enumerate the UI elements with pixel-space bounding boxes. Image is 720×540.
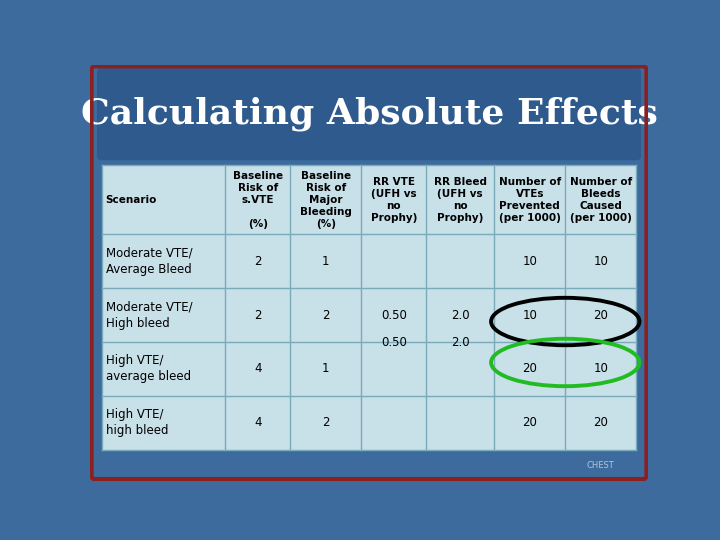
- Text: 10: 10: [593, 255, 608, 268]
- Text: Number of
Bleeds
Caused
(per 1000): Number of Bleeds Caused (per 1000): [570, 177, 632, 222]
- Bar: [102, 165, 636, 450]
- Text: 10: 10: [522, 308, 537, 321]
- Text: RR Bleed
(UFH vs
no
Prophy): RR Bleed (UFH vs no Prophy): [433, 177, 487, 222]
- Text: 20: 20: [593, 308, 608, 321]
- Text: Baseline
Risk of
Major
Bleeding
(%): Baseline Risk of Major Bleeding (%): [300, 171, 351, 228]
- Text: 4: 4: [254, 416, 261, 429]
- Text: RR VTE
(UFH vs
no
Prophy): RR VTE (UFH vs no Prophy): [371, 177, 417, 222]
- Text: High VTE/
high bleed: High VTE/ high bleed: [106, 408, 168, 437]
- Text: 2: 2: [322, 416, 330, 429]
- Text: High VTE/
average bleed: High VTE/ average bleed: [106, 354, 191, 383]
- Text: 1: 1: [322, 362, 330, 375]
- Text: 20: 20: [522, 362, 537, 375]
- Text: Baseline
Risk of
s.VTE

(%): Baseline Risk of s.VTE (%): [233, 171, 283, 228]
- Text: 2.0: 2.0: [451, 308, 469, 321]
- Text: Scenario: Scenario: [106, 194, 157, 205]
- Text: 2: 2: [322, 308, 330, 321]
- Text: 20: 20: [593, 416, 608, 429]
- Text: Moderate VTE/
High bleed: Moderate VTE/ High bleed: [106, 301, 192, 329]
- Text: 0.50: 0.50: [381, 335, 407, 348]
- Text: 4: 4: [254, 362, 261, 375]
- Text: 1: 1: [322, 255, 330, 268]
- Text: 2.0: 2.0: [451, 335, 469, 348]
- Text: Moderate VTE/
Average Bleed: Moderate VTE/ Average Bleed: [106, 247, 192, 275]
- Text: CHEST: CHEST: [586, 461, 614, 470]
- Text: 10: 10: [593, 362, 608, 375]
- Text: 0.50: 0.50: [381, 308, 407, 321]
- Text: Calculating Absolute Effects: Calculating Absolute Effects: [81, 97, 657, 131]
- Text: 2: 2: [254, 255, 261, 268]
- Text: 20: 20: [522, 416, 537, 429]
- FancyBboxPatch shape: [97, 68, 641, 160]
- Text: 2: 2: [254, 308, 261, 321]
- Text: 10: 10: [522, 255, 537, 268]
- Text: Number of
VTEs
Prevented
(per 1000): Number of VTEs Prevented (per 1000): [499, 177, 561, 222]
